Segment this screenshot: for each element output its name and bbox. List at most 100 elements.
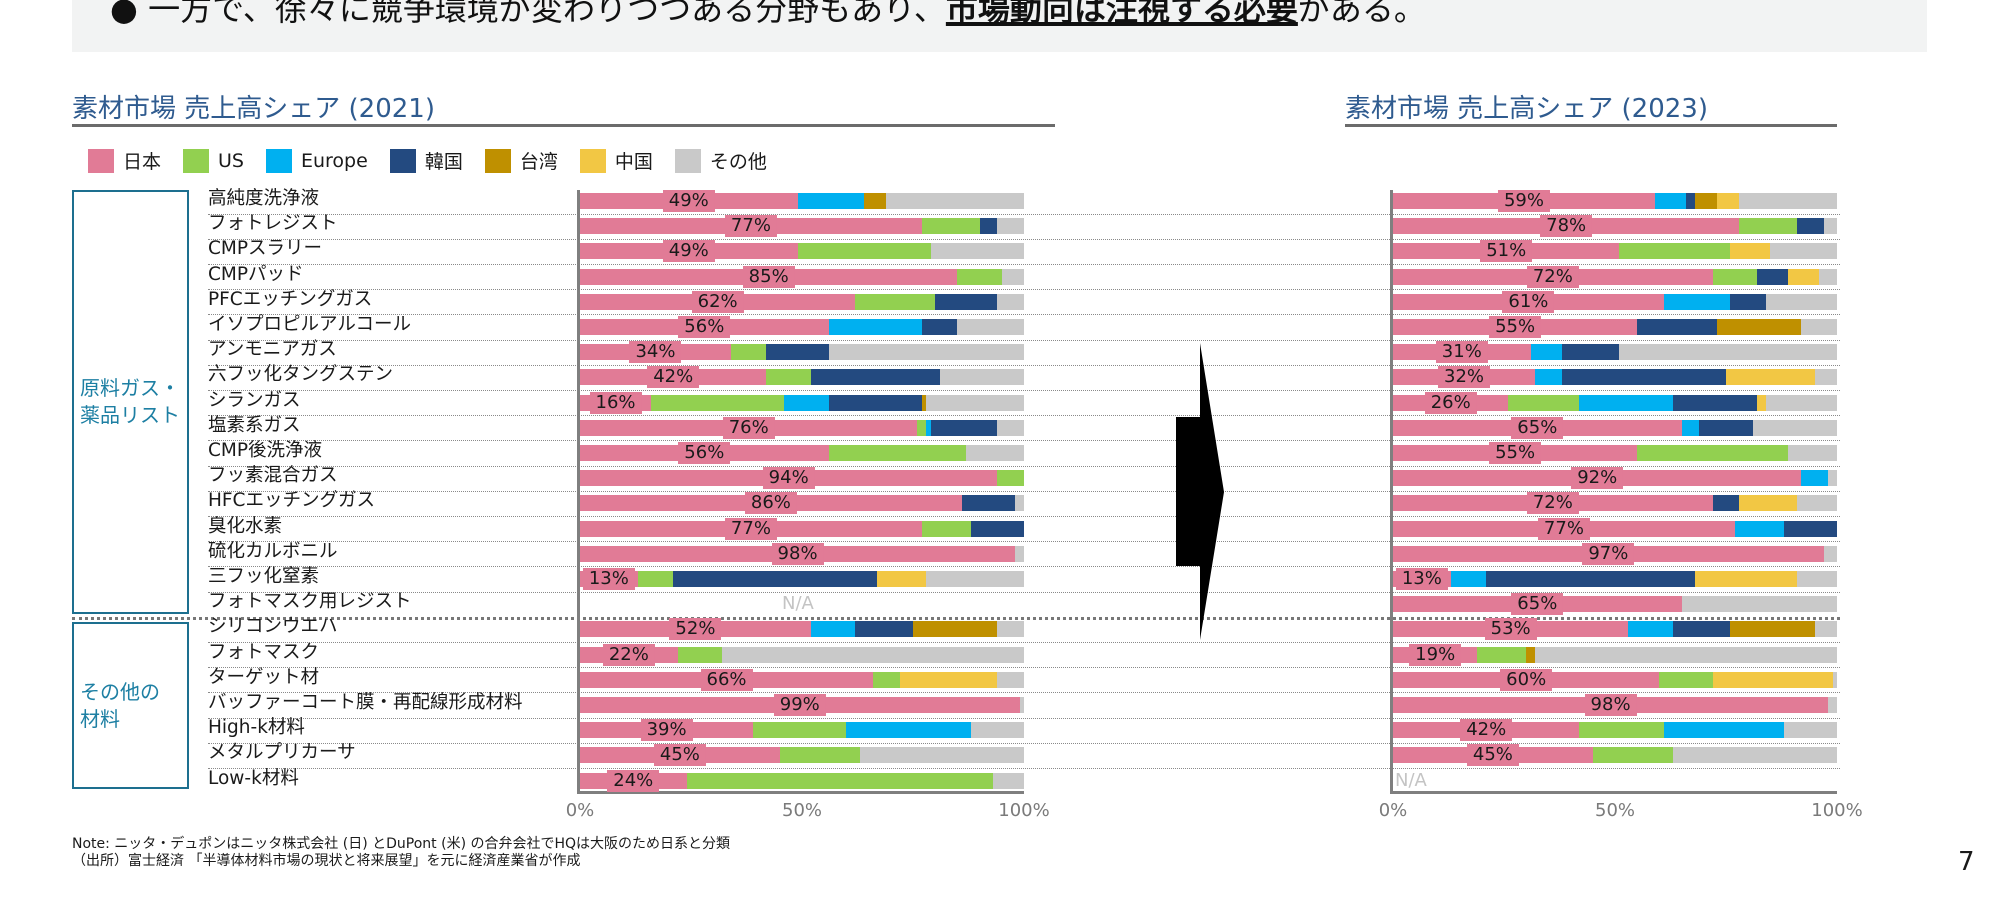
japan-share-label: 66%	[700, 668, 753, 691]
bar-segment-US	[997, 470, 1024, 487]
row-divider	[208, 591, 1840, 593]
bar-segment-中国	[899, 671, 998, 688]
bar-segment-韓国	[1486, 571, 1695, 587]
legend-label: 韓国	[424, 151, 463, 173]
japan-share-label: 98%	[771, 542, 824, 565]
bar-segment-韓国	[1712, 495, 1740, 512]
bar-segment-韓国	[1686, 193, 1695, 209]
bar-segment-US	[637, 571, 674, 587]
bar-segment-韓国	[961, 495, 1016, 512]
legend-swatch	[265, 148, 292, 173]
japan-share-label: 77%	[724, 517, 777, 540]
category-label: シリコンウエハ	[208, 616, 338, 638]
bar-segment-US	[1619, 243, 1731, 260]
japan-share-label: 42%	[647, 366, 700, 389]
bar-segment-US	[651, 394, 785, 411]
bar-segment-Europe	[784, 394, 829, 411]
japan-share-label: 77%	[724, 215, 777, 238]
legend-swatch	[389, 148, 416, 173]
japan-share-label: 72%	[1526, 492, 1579, 515]
japan-share-label: 92%	[1571, 467, 1624, 490]
japan-share-label: 86%	[744, 492, 797, 515]
japan-share-label: 62%	[691, 290, 744, 313]
bar-segment-US	[1592, 747, 1673, 764]
bar-segment-その他	[1770, 243, 1837, 260]
bar-segment-その他	[722, 646, 1024, 663]
bar-segment-その他	[930, 243, 1024, 260]
bar-segment-Europe	[1681, 419, 1700, 436]
bar-segment-US	[779, 747, 860, 764]
bar-segment-韓国	[1730, 293, 1766, 310]
chart-title-2021: 素材市場 売上高シェア (2021)	[72, 94, 435, 124]
category-label: 硫化カルボニル	[208, 540, 338, 562]
bar-segment-中国	[1712, 671, 1833, 688]
row-divider	[208, 390, 1840, 391]
row-divider	[208, 289, 1840, 291]
na-label: N/A	[1395, 769, 1427, 791]
group-label-line1: 原料ガス・	[80, 376, 180, 400]
japan-share-label: 31%	[1435, 341, 1488, 364]
bar-segment-その他	[886, 193, 1024, 209]
group-label-line2: 材料	[80, 706, 120, 731]
bar-segment-韓国	[1783, 520, 1837, 537]
japan-share-label: 55%	[1489, 442, 1542, 464]
bar-segment-その他	[1672, 747, 1837, 764]
group-label-line1: その他の	[80, 679, 160, 704]
bar-segment-その他	[1015, 495, 1024, 512]
bar-segment-中国	[1694, 571, 1798, 587]
legend-label: Europe	[300, 149, 368, 172]
row-divider	[208, 364, 1840, 366]
japan-share-label: 32%	[1438, 366, 1491, 389]
japan-share-label: 59%	[1497, 190, 1550, 212]
japan-share-label: 13%	[1395, 568, 1448, 590]
bar-segment-Europe	[1535, 369, 1562, 386]
bar-segment-韓国	[1672, 394, 1758, 411]
bar-segment-US	[1477, 646, 1527, 663]
bar-segment-韓国	[930, 419, 998, 436]
bar-segment-その他	[966, 445, 1024, 461]
bar-segment-US	[873, 671, 900, 688]
category-label: Low-k材料	[208, 767, 299, 789]
group-box-raw-materials: 原料ガス・ 薬品リスト	[72, 190, 189, 614]
row-divider	[208, 415, 1840, 417]
row-divider	[208, 490, 1840, 492]
bar-segment-その他	[1765, 394, 1837, 411]
bar-segment-その他	[1819, 268, 1837, 285]
bar-segment-その他	[1832, 671, 1837, 688]
legend-swatch	[579, 148, 606, 173]
category-label: フォトレジスト	[208, 213, 338, 235]
japan-share-label: 85%	[742, 265, 795, 288]
row-divider	[208, 717, 1840, 719]
row-divider	[208, 264, 1840, 265]
bar-segment-US	[686, 772, 993, 789]
legend-item: 台湾	[484, 147, 558, 174]
bar-segment-US	[1659, 671, 1713, 688]
bar-segment-その他	[828, 344, 1024, 361]
bar-segment-その他	[1619, 344, 1837, 361]
group-divider	[72, 616, 1840, 620]
category-label: CMP後洗浄液	[208, 440, 323, 461]
japan-share-label: 61%	[1502, 290, 1555, 313]
footnote: Note: ニッタ・デュポンはニッタ株式会社 (日) とDuPont (米) の…	[72, 836, 731, 852]
bar-segment-その他	[957, 319, 1024, 335]
bar-segment-韓国	[1672, 621, 1731, 638]
japan-share-label: 65%	[1511, 593, 1564, 616]
japan-share-label: 60%	[1500, 668, 1553, 691]
category-label: 六フッ化タングステン	[208, 364, 394, 386]
summary-text: ● 一方で、徐々に競争環境が変わりつつある分野もあり、市場動向は注視する必要があ…	[110, 0, 1426, 30]
summary-text-after: がある。	[1297, 0, 1426, 28]
bar-segment-韓国	[1699, 419, 1753, 436]
bar-segment-Europe	[1654, 193, 1687, 209]
page-number: 7	[1958, 847, 1975, 877]
bar-segment-韓国	[855, 621, 913, 638]
bar-segment-その他	[1814, 621, 1837, 638]
bar-segment-台湾	[864, 193, 887, 209]
bar-segment-その他	[1823, 545, 1837, 562]
chart-title-2023: 素材市場 売上高シェア (2023)	[1345, 94, 1708, 124]
bar-segment-その他	[1801, 319, 1837, 335]
bar-segment-US	[957, 268, 1002, 285]
row-divider	[208, 742, 1840, 744]
x-tick-label: 50%	[1594, 800, 1636, 821]
bar-segment-US	[730, 344, 767, 361]
category-label: High-k材料	[208, 717, 305, 739]
